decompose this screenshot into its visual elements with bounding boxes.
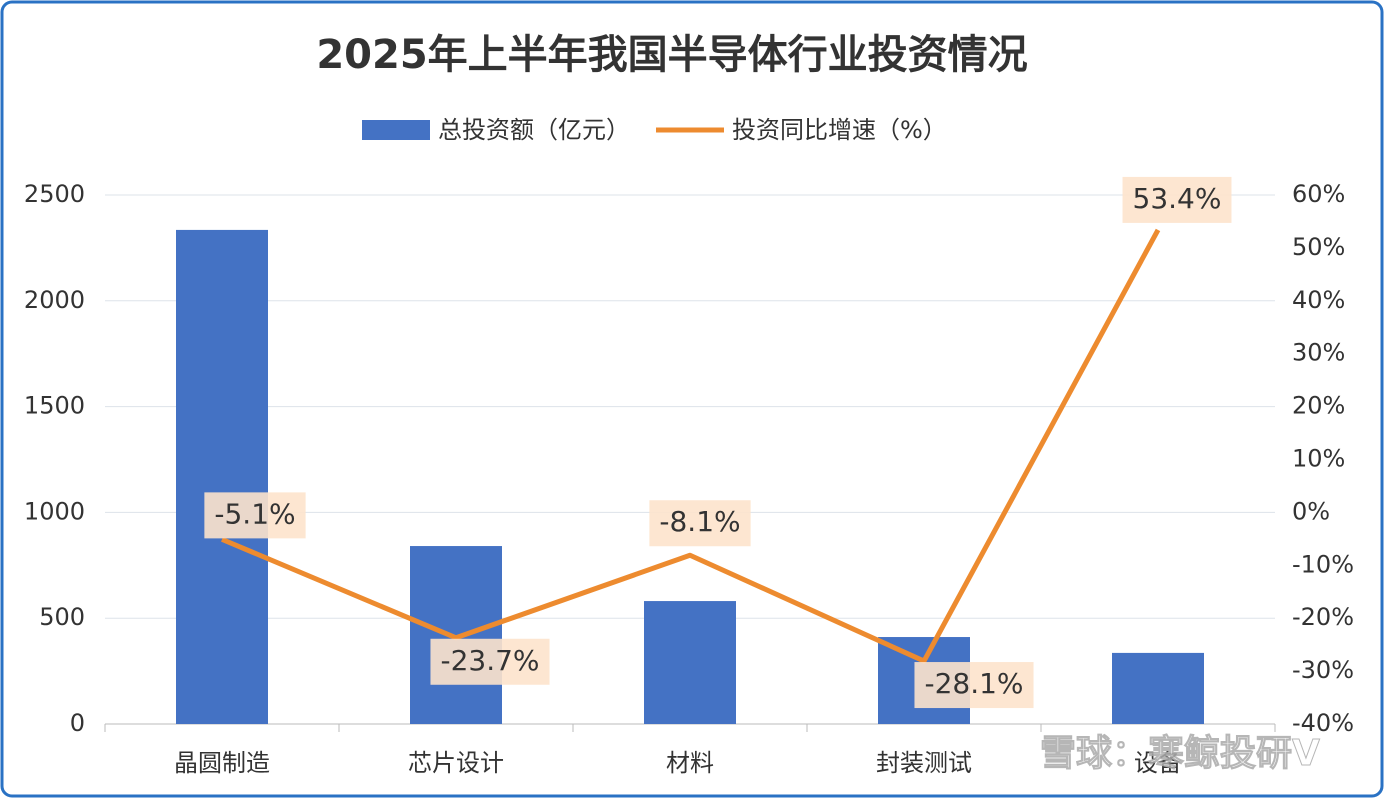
y2-tick-label: -30% [1292, 656, 1354, 684]
y2-tick-label: 30% [1292, 339, 1345, 367]
y2-tick-label: 10% [1292, 445, 1345, 473]
data-label: 53.4% [1133, 182, 1222, 215]
data-label: -5.1% [214, 497, 295, 530]
legend-swatch [362, 120, 430, 140]
y-tick-label: 1000 [24, 497, 85, 525]
data-label-bg [914, 662, 1034, 709]
x-tick-label: 晶圆制造 [174, 749, 270, 777]
x-tick-label: 芯片设计 [408, 749, 504, 777]
y2-tick-label: 60% [1292, 180, 1345, 208]
y2-tick-label: -10% [1292, 550, 1354, 578]
legend-label: 总投资额（亿元） [438, 116, 630, 144]
bar [644, 601, 736, 724]
data-label-bg [649, 500, 751, 547]
y2-tick-label: -20% [1292, 603, 1354, 631]
y2-tick-label: 0% [1292, 497, 1330, 525]
data-label: -8.1% [659, 505, 740, 538]
bar [1112, 652, 1204, 724]
data-label-bg [204, 492, 306, 539]
y2-tick-label: 50% [1292, 233, 1345, 261]
data-label: -28.1% [924, 667, 1023, 700]
data-label: -23.7% [440, 644, 539, 677]
y-tick-label: 500 [39, 603, 85, 631]
y-tick-label: 2000 [24, 286, 85, 314]
y2-tick-label: -40% [1292, 709, 1354, 737]
watermark: 雪球：寒鲸投研V [1040, 733, 1320, 774]
y-tick-label: 0 [70, 709, 85, 737]
x-tick-label: 封装测试 [876, 749, 972, 777]
chart-title: 2025年上半年我国半导体行业投资情况 [316, 32, 1027, 78]
bar [176, 229, 268, 724]
x-tick-label: 材料 [666, 749, 714, 777]
y2-tick-label: 40% [1292, 286, 1345, 314]
y-tick-label: 2500 [24, 180, 85, 208]
y2-tick-label: 20% [1292, 392, 1345, 420]
bar [410, 546, 502, 724]
line [221, 228, 1161, 664]
legend-label: 投资同比增速（%） [732, 116, 947, 144]
data-label-bg [1122, 176, 1232, 223]
y-tick-label: 1500 [24, 392, 85, 420]
x-tick-label: 设备 [1134, 749, 1182, 777]
data-label-bg [430, 638, 550, 685]
